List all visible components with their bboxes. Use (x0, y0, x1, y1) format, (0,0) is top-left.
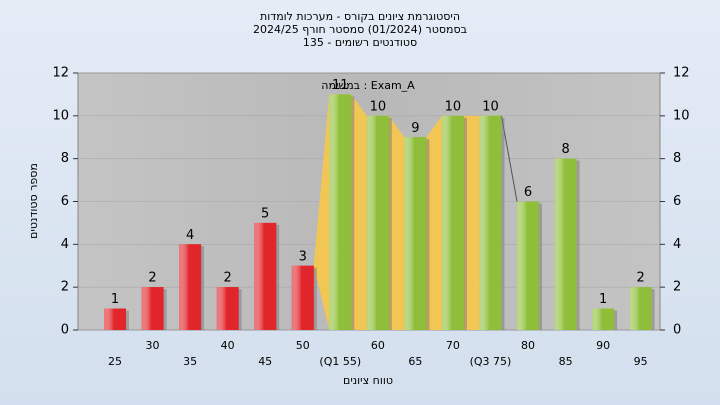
bar (179, 244, 202, 330)
x-tick-label: (Q1 55) (319, 355, 361, 368)
x-axis-label: טווח ציונים (343, 374, 393, 387)
value-label: 9 (411, 121, 419, 136)
value-label: 8 (561, 142, 569, 157)
value-label: 2 (637, 271, 645, 286)
y2-tick-label: 0 (673, 323, 681, 338)
x-tick-label: 65 (408, 355, 422, 368)
bar (441, 115, 464, 330)
y-tick-label: 10 (52, 108, 69, 123)
x-tick-label: 85 (559, 355, 573, 368)
bar (517, 201, 540, 330)
value-label: 11 (332, 78, 349, 93)
bar (592, 308, 615, 330)
x-tick-label: 40 (221, 339, 235, 352)
x-tick-label: 30 (146, 339, 160, 352)
value-label: 10 (482, 99, 499, 114)
bar (216, 287, 239, 330)
y2-tick-label: 4 (673, 237, 681, 252)
title-line: בסמסטר (01/2024) סמסטר חורף 2024/25 (253, 23, 467, 36)
value-label: 3 (299, 249, 307, 264)
y2-tick-label: 6 (673, 194, 681, 209)
bar (479, 115, 502, 330)
value-label: 1 (111, 292, 119, 307)
title-line: סטודנטים רשומים - 135 (303, 36, 417, 49)
y-axis-label: מספר סטודנטים (27, 163, 40, 239)
y2-tick-label: 8 (673, 151, 681, 166)
y-tick-label: 4 (61, 237, 69, 252)
value-label: 2 (224, 271, 232, 286)
value-label: 1 (599, 292, 607, 307)
y2-tick-label: 10 (673, 108, 690, 123)
x-tick-label: (Q3 75) (470, 355, 512, 368)
x-tick-label: 60 (371, 339, 385, 352)
y-tick-label: 8 (61, 151, 69, 166)
bar (404, 137, 427, 330)
x-tick-label: 35 (183, 355, 197, 368)
value-label: 10 (370, 99, 387, 114)
x-tick-label: 45 (258, 355, 272, 368)
bar (554, 158, 577, 330)
y2-tick-label: 12 (673, 66, 690, 81)
y-tick-label: 0 (61, 323, 69, 338)
value-label: 4 (186, 228, 194, 243)
value-label: 5 (261, 206, 269, 221)
y-tick-label: 6 (61, 194, 69, 209)
bar (254, 222, 277, 330)
bar (104, 308, 126, 330)
value-label: 6 (524, 185, 532, 200)
y-tick-label: 2 (61, 280, 69, 295)
bar (366, 115, 389, 330)
bar (329, 94, 352, 331)
x-tick-label: 80 (521, 339, 535, 352)
annotation: במשימה : Exam_A (321, 79, 415, 92)
value-label: 2 (148, 271, 156, 286)
title-line: היסטוגרמת ציונים בקורס - מערכות לומדות (260, 10, 460, 23)
x-tick-label: 70 (446, 339, 460, 352)
x-tick-label: 90 (596, 339, 610, 352)
value-label: 10 (445, 99, 462, 114)
x-tick-label: 95 (634, 355, 648, 368)
bar (629, 287, 652, 330)
x-tick-label: 25 (108, 355, 122, 368)
bar (291, 265, 314, 330)
y-tick-label: 12 (52, 66, 69, 81)
x-tick-label: 50 (296, 339, 310, 352)
bar (141, 287, 164, 330)
y2-tick-label: 2 (673, 280, 681, 295)
